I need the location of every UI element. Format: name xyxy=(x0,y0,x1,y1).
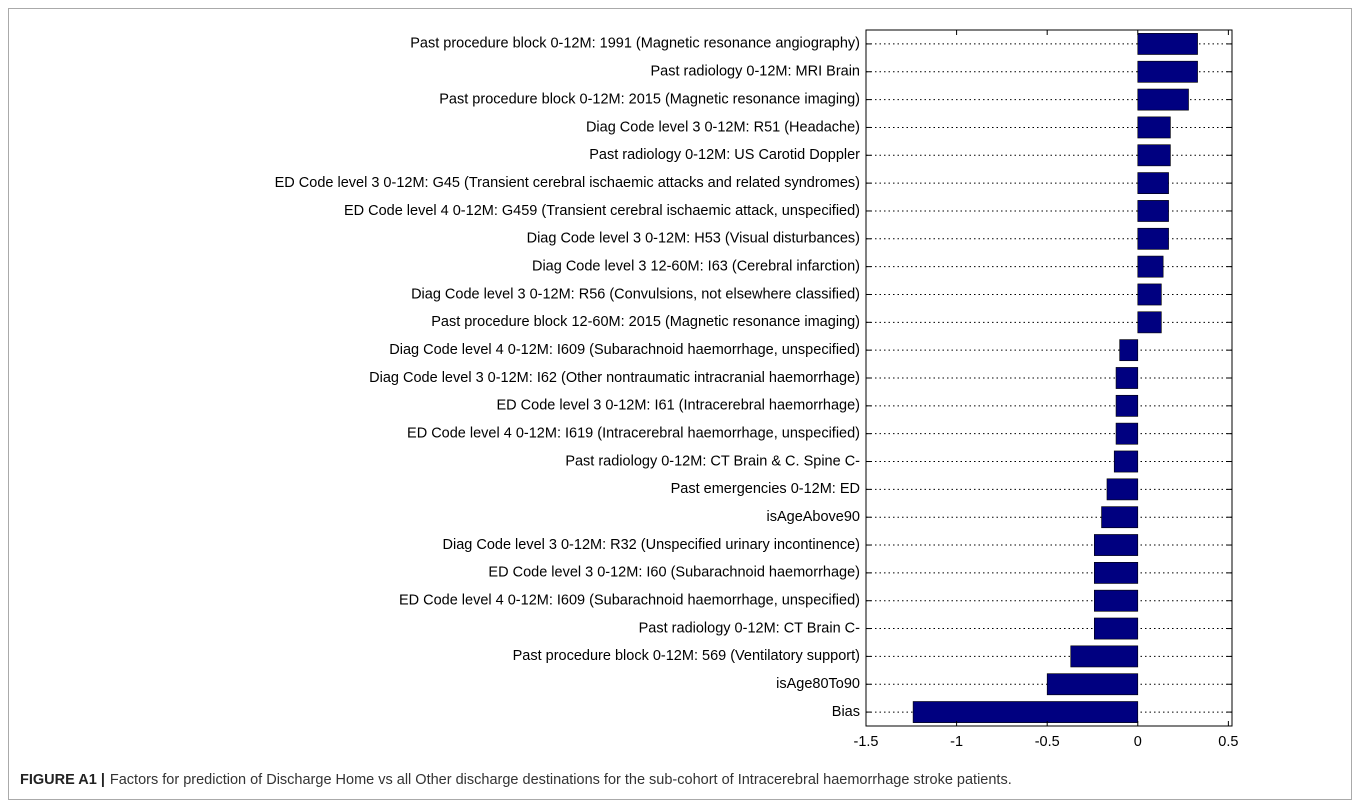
bar xyxy=(1115,422,1139,445)
bar xyxy=(1137,88,1189,111)
y-tick-label: Past procedure block 0-12M: 1991 (Magnet… xyxy=(410,36,860,52)
y-tick-label: Diag Code level 3 0-12M: R56 (Convulsion… xyxy=(411,286,860,302)
y-tick-label: Past radiology 0-12M: US Carotid Doppler xyxy=(589,147,860,163)
plot-frame xyxy=(865,29,1233,727)
caption-text: Factors for prediction of Discharge Home… xyxy=(110,772,1012,788)
y-tick-label: isAgeAbove90 xyxy=(766,509,860,525)
bar xyxy=(912,701,1139,723)
y-tick-label: Diag Code level 3 12-60M: I63 (Cerebral … xyxy=(532,258,860,274)
y-tick-label: Diag Code level 3 0-12M: H53 (Visual dis… xyxy=(527,231,860,247)
y-tick-label: ED Code level 3 0-12M: I61 (Intracerebra… xyxy=(497,398,860,414)
y-tick-label: Diag Code level 3 0-12M: R32 (Unspecifie… xyxy=(443,537,861,553)
y-tick-label: ED Code level 4 0-12M: I619 (Intracerebr… xyxy=(407,426,860,442)
y-tick-label: ED Code level 3 0-12M: G45 (Transient ce… xyxy=(275,175,860,191)
y-tick-label: ED Code level 4 0-12M: G459 (Transient c… xyxy=(344,203,860,219)
bar xyxy=(1137,255,1164,278)
y-tick-label: Past procedure block 0-12M: 2015 (Magnet… xyxy=(439,91,860,107)
bar xyxy=(1137,200,1169,222)
bar xyxy=(1046,673,1139,696)
y-tick-label: Past radiology 0-12M: CT Brain C- xyxy=(639,620,861,636)
bar xyxy=(1106,478,1139,501)
x-tick-label: 0.5 xyxy=(1218,734,1238,750)
x-tick-label: 0 xyxy=(1134,734,1142,750)
bar xyxy=(1137,60,1198,83)
y-tick-label: Diag Code level 3 0-12M: R51 (Headache) xyxy=(586,119,860,135)
bar xyxy=(1115,394,1139,417)
y-tick-label: Past radiology 0-12M: CT Brain & C. Spin… xyxy=(565,453,860,469)
x-tick-label: -0.5 xyxy=(1035,734,1060,750)
bar xyxy=(1137,283,1162,306)
bar xyxy=(1115,367,1139,389)
bar xyxy=(1101,506,1139,529)
bar xyxy=(1093,562,1139,584)
plot: Past procedure block 0-12M: 1991 (Magnet… xyxy=(275,29,1238,750)
bar xyxy=(1113,450,1139,473)
figure-border xyxy=(8,8,1352,800)
y-tick-label: Past emergencies 0-12M: ED xyxy=(671,481,860,497)
y-tick-label: Diag Code level 4 0-12M: I609 (Subarachn… xyxy=(389,342,860,358)
bar xyxy=(1119,339,1139,362)
caption: FIGURE A1 | Factors for prediction of Dis… xyxy=(20,772,1012,788)
bar xyxy=(1137,116,1171,139)
caption-label: FIGURE A1 | xyxy=(20,772,105,788)
y-tick-label: Past procedure block 12-60M: 2015 (Magne… xyxy=(431,314,860,330)
y-tick-label: isAge80To90 xyxy=(776,676,860,692)
bar xyxy=(1137,227,1169,250)
y-tick-label: ED Code level 4 0-12M: I609 (Subarachnoi… xyxy=(399,593,860,609)
bar xyxy=(1093,617,1139,640)
bar xyxy=(1137,33,1198,55)
y-tick-label: ED Code level 3 0-12M: I60 (Subarachnoid… xyxy=(488,565,860,581)
y-tick-label: Past radiology 0-12M: MRI Brain xyxy=(650,64,860,80)
y-tick-label: Bias xyxy=(832,704,860,720)
bar xyxy=(1137,172,1169,194)
bar xyxy=(1137,311,1162,334)
bar xyxy=(1070,645,1139,668)
bar xyxy=(1137,144,1171,167)
bar xyxy=(1093,589,1139,612)
x-tick-label: -1 xyxy=(950,734,963,750)
bar xyxy=(1093,534,1139,556)
y-tick-label: Past procedure block 0-12M: 569 (Ventila… xyxy=(513,648,860,664)
x-tick-label: -1.5 xyxy=(854,734,879,750)
y-tick-label: Diag Code level 3 0-12M: I62 (Other nont… xyxy=(369,370,860,386)
